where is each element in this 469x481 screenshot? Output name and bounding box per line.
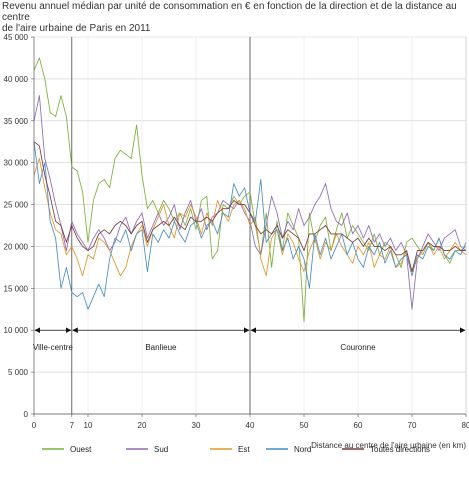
x-tick-label-40: 40 xyxy=(246,421,255,430)
legend-label-3: Nord xyxy=(294,445,311,454)
x-tick-label-7: 7 xyxy=(70,421,75,430)
zone-dividers xyxy=(71,37,251,414)
chart-title: Revenu annuel médian par unité de consom… xyxy=(2,1,462,34)
y-tick-label-25000: 25 000 xyxy=(4,201,29,210)
series-line-1 xyxy=(33,95,467,310)
y-tick-label-35000: 35 000 xyxy=(4,117,29,126)
series-line-4 xyxy=(33,141,466,273)
zone-label-1: Banlieue xyxy=(145,343,177,352)
x-tick-label-80: 80 xyxy=(462,421,469,430)
x-tick-label-10: 10 xyxy=(84,421,93,430)
legend-label-0: Ouest xyxy=(70,445,92,454)
chart-title-line-2: de l'aire urbaine de Paris en 2011 xyxy=(2,23,151,34)
y-tick-label-30000: 30 000 xyxy=(4,159,29,168)
x-axis-label: Distance au centre de l'aire urbaine (en… xyxy=(311,441,466,450)
y-tick-label-10000: 10 000 xyxy=(4,326,29,335)
legend-label-2: Est xyxy=(238,445,250,454)
x-tick-label-70: 70 xyxy=(408,421,417,430)
series-line-2 xyxy=(33,158,467,277)
x-tick-label-20: 20 xyxy=(138,421,147,430)
series-lines xyxy=(33,57,467,323)
y-tick-label-45000: 45 000 xyxy=(4,33,29,42)
zone-label-0: Ville-centre xyxy=(33,343,73,352)
chart-title-line-1: Revenu annuel médian par unité de consom… xyxy=(2,1,457,23)
x-tick-label-60: 60 xyxy=(354,421,363,430)
axes: 0 5 000 10 000 15 000 20 000 25 000 30 000 35 0… xyxy=(4,33,469,450)
y-tick-label-5000: 5 000 xyxy=(8,368,29,377)
x-tick-label-30: 30 xyxy=(192,421,201,430)
x-tick-label-50: 50 xyxy=(300,421,309,430)
legend: Ouest Sud Est Nord Toutes directions xyxy=(42,445,430,454)
y-tick-label-40000: 40 000 xyxy=(4,75,29,84)
x-tick-label-0: 0 xyxy=(32,421,37,430)
y-tick-label-15000: 15 000 xyxy=(4,284,29,293)
zone-label-2: Couronne xyxy=(340,343,376,352)
zone-annotations: Ville-centre Banlieue Couronne xyxy=(33,327,466,352)
y-tick-label-20000: 20 000 xyxy=(4,242,29,251)
legend-label-1: Sud xyxy=(154,445,168,454)
y-tick-label-0: 0 xyxy=(24,410,29,419)
legend-label-4: Toutes directions xyxy=(370,445,430,454)
